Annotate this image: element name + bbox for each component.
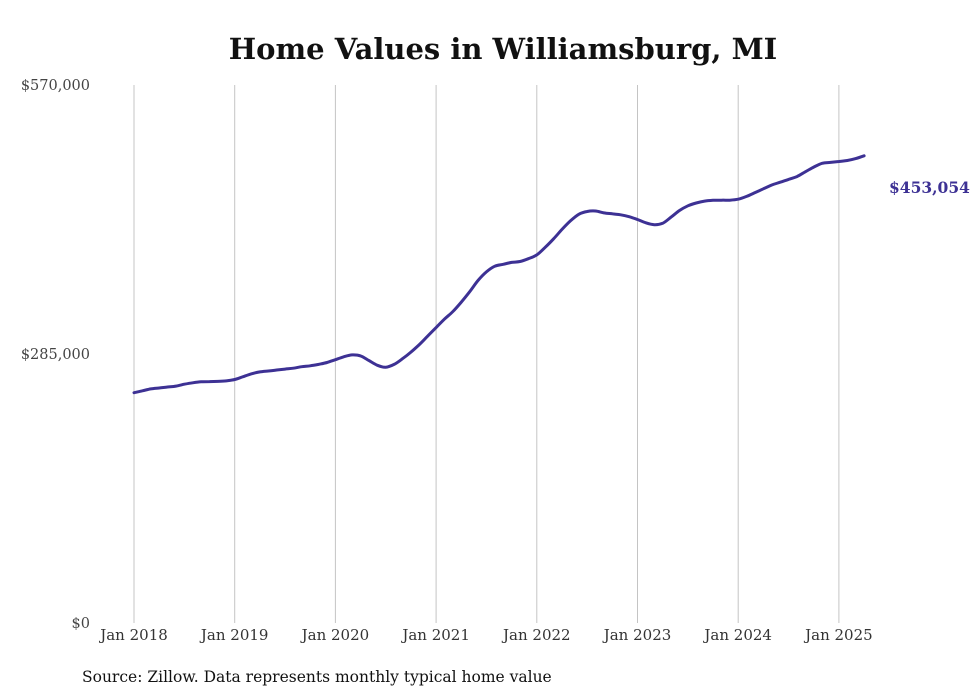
y-tick-label: $285,000: [21, 347, 90, 363]
y-tick-label: $570,000: [21, 78, 90, 94]
series-layer: [132, 154, 866, 395]
x-axis-ticks: Jan 2018 Jan 2019 Jan 2020 Jan 2021 Jan 2022…: [98, 626, 872, 644]
x-tick-label: Jan 2024: [702, 626, 772, 644]
x-tick-label: Jan 2019: [199, 626, 269, 644]
source-note: Source: Zillow. Data represents monthly …: [82, 668, 552, 686]
series-line: [132, 154, 866, 395]
x-tick-label: Jan 2022: [501, 626, 571, 644]
x-tick-label: Jan 2020: [300, 626, 370, 644]
y-tick-label: $0: [72, 616, 90, 632]
x-tick-label: Jan 2021: [400, 626, 470, 644]
end-value-label: $453,054: [889, 178, 970, 197]
x-tick-label: Jan 2023: [602, 626, 672, 644]
x-tick-label: Jan 2025: [803, 626, 873, 644]
y-axis-ticks: $0 $285,000 $570,000: [21, 78, 90, 632]
chart-title: Home Values in Williamsburg, MI: [229, 32, 777, 66]
gridlines: [133, 85, 840, 623]
x-tick-label: Jan 2018: [98, 626, 168, 644]
